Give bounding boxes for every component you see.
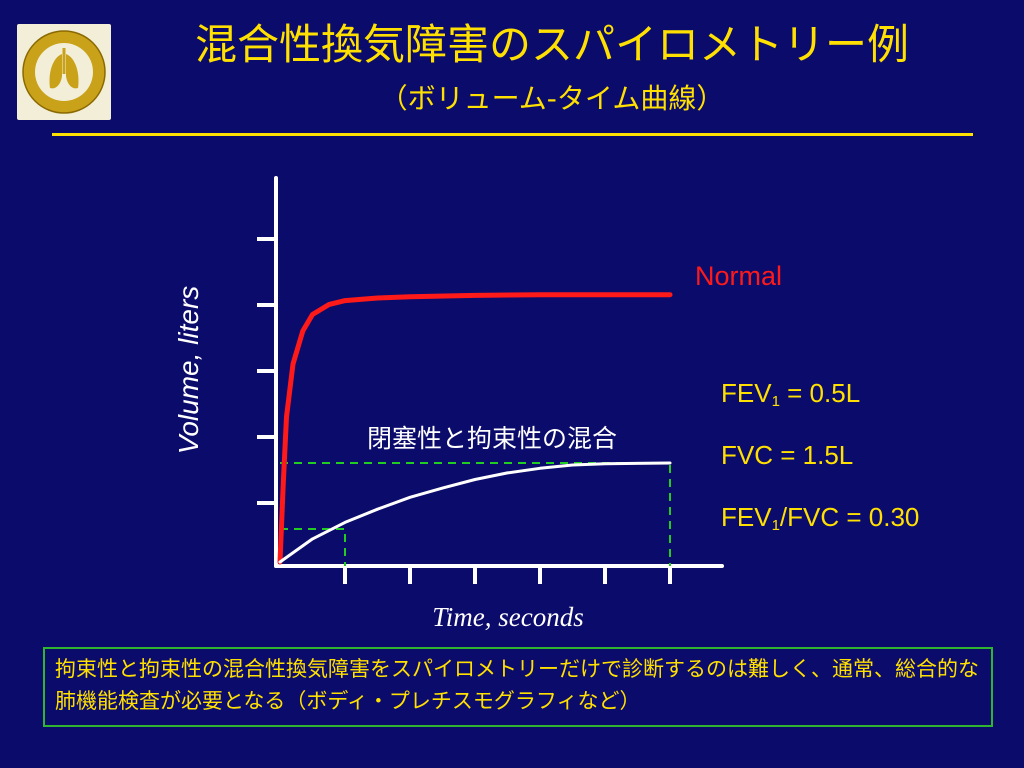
fvc-result: FVC = 1.5L: [721, 440, 854, 470]
slide-title: 混合性換気障害のスパイロメトリー例: [194, 20, 909, 69]
mixed-curve: [278, 461, 672, 564]
fev1-fvc-ratio: FEV1/FVC = 0.30: [721, 502, 920, 534]
fev1-result: FEV1 = 0.5L: [721, 378, 861, 410]
y-axis-label: Volume, liters: [173, 286, 204, 455]
title-divider: [52, 133, 973, 136]
fev1-reference-line: [280, 528, 346, 566]
x-axis-label: Time, seconds: [432, 602, 584, 632]
normal-series-label: Normal: [695, 261, 782, 291]
diagnosis-note: 拘束性と拘束性の混合性換気障害をスパイロメトリーだけで診断するのは難しく、通常、…: [43, 647, 993, 727]
normal-curve: [277, 292, 673, 565]
fvc-reference-line: [280, 462, 671, 566]
mixed-series-label: 閉塞性と拘束性の混合: [367, 424, 617, 453]
gold-logo: [17, 24, 111, 120]
slide-subtitle: （ボリューム-タイム曲線）: [379, 82, 725, 115]
